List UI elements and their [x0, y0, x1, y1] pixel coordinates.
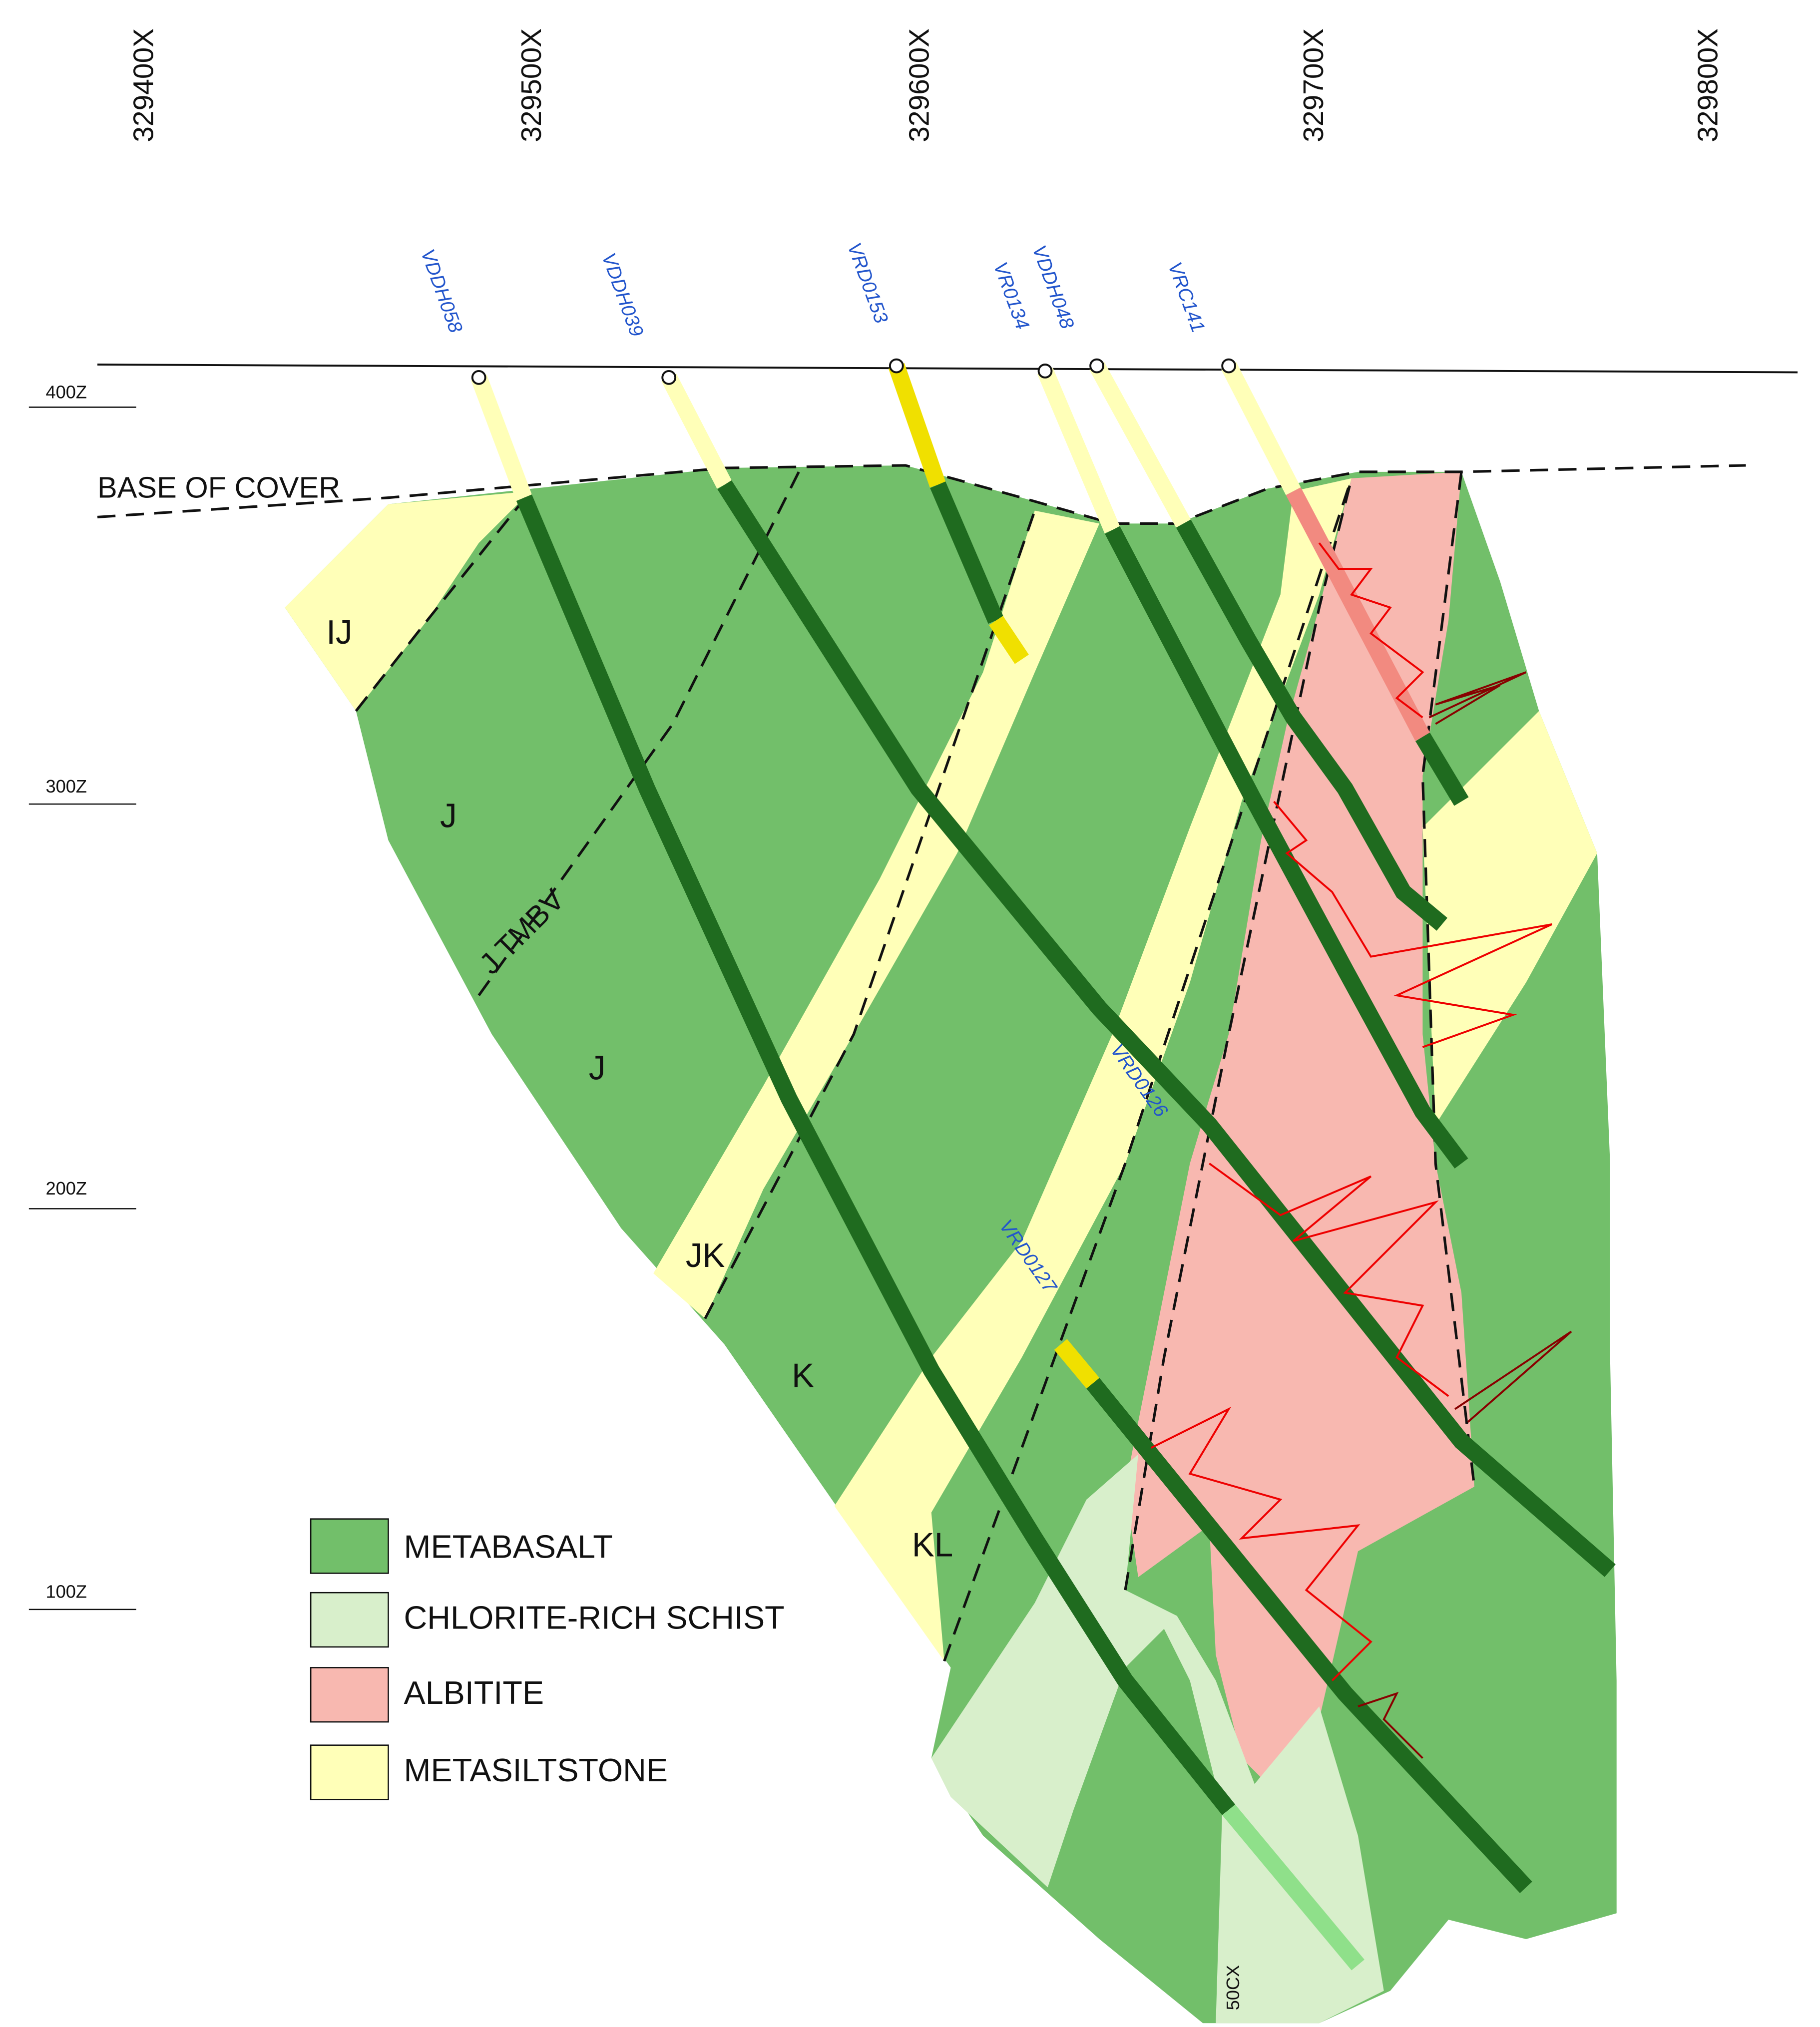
- assay-trace: [1358, 1691, 1423, 1759]
- drill-trace: [470, 374, 532, 501]
- drill-trace: [661, 374, 732, 489]
- unit-label: J: [589, 1050, 606, 1087]
- contact: [1124, 478, 1353, 1591]
- legend: METABASALT CHLORITE-RICH SCHIST ALBITITE…: [310, 1518, 785, 1800]
- elevation-label: 300Z: [45, 776, 87, 797]
- metasiltstone-east: [1422, 711, 1597, 1125]
- base-of-cover-label: BASE OF COVER: [97, 471, 340, 504]
- easting-label: 329400X: [127, 28, 159, 142]
- collar: [1037, 364, 1053, 379]
- unit-label: KL: [912, 1527, 953, 1564]
- drill-trace: [1086, 1378, 1532, 1893]
- metasiltstone-ij: [285, 491, 531, 711]
- drill-trace: [1054, 1339, 1100, 1389]
- legend-label: METABASALT: [404, 1528, 613, 1565]
- unit-label: J: [440, 798, 457, 835]
- assay-trace: [1150, 1406, 1372, 1681]
- collar: [1089, 358, 1104, 374]
- drill-trace: [516, 494, 1236, 1815]
- drill-trace: [989, 616, 1029, 664]
- drill-trace: [888, 363, 946, 488]
- drill-trace: [1415, 732, 1469, 806]
- easting-label: 329800X: [1692, 28, 1724, 142]
- assay-trace: [1273, 801, 1553, 1048]
- elevation-label: 400Z: [45, 382, 87, 402]
- surface: [97, 364, 1798, 374]
- legend-label: CHLORITE-RICH SCHIST: [404, 1600, 785, 1636]
- elevation-label: 200Z: [45, 1178, 87, 1199]
- easting-label: 329700X: [1298, 28, 1330, 142]
- unit-label: K: [792, 1357, 814, 1395]
- assay-trace: [1209, 1163, 1449, 1397]
- legend-label: METASILTSTONE: [404, 1752, 668, 1788]
- drill-trace: [1222, 1804, 1365, 1971]
- collar: [889, 358, 904, 374]
- unit-label: IJ: [326, 614, 352, 651]
- drill-trace: [717, 480, 1616, 1577]
- drill-trace: [1089, 362, 1191, 528]
- drill-trace: [1176, 519, 1448, 931]
- unit-label: JK: [686, 1237, 725, 1274]
- elevation-label: 100Z: [45, 1582, 87, 1602]
- drill-trace: [1037, 368, 1120, 533]
- chlorite-schist: [931, 1454, 1384, 2024]
- metasiltstone-jk: [653, 510, 1100, 1319]
- drill-trace: [930, 481, 1004, 624]
- collar: [471, 370, 486, 385]
- assay-trace: [1428, 671, 1527, 725]
- legend-label: ALBITITE: [404, 1674, 544, 1711]
- metasiltstone-kl: [834, 478, 1352, 1661]
- assay-trace: [1318, 542, 1424, 719]
- collars: [471, 358, 1236, 385]
- contact: [704, 510, 1036, 1319]
- legend-swatch: [310, 1592, 389, 1648]
- section-label: 50CX: [1223, 1965, 1243, 2011]
- legend-swatch: [310, 1518, 389, 1574]
- drill-trace: [1286, 487, 1430, 741]
- contact: [355, 490, 532, 712]
- legend-swatch: [310, 1744, 389, 1800]
- contact: [1421, 471, 1476, 1487]
- legend-swatch: [310, 1667, 389, 1723]
- assay-trace: [1454, 1330, 1572, 1423]
- albitite: [1125, 471, 1474, 1784]
- collar: [661, 370, 677, 385]
- easting-label: 329500X: [515, 28, 547, 142]
- collar: [1221, 358, 1236, 374]
- easting-label: 329600X: [904, 28, 935, 142]
- drill-trace: [1221, 362, 1301, 495]
- drill-trace: [1105, 526, 1468, 1169]
